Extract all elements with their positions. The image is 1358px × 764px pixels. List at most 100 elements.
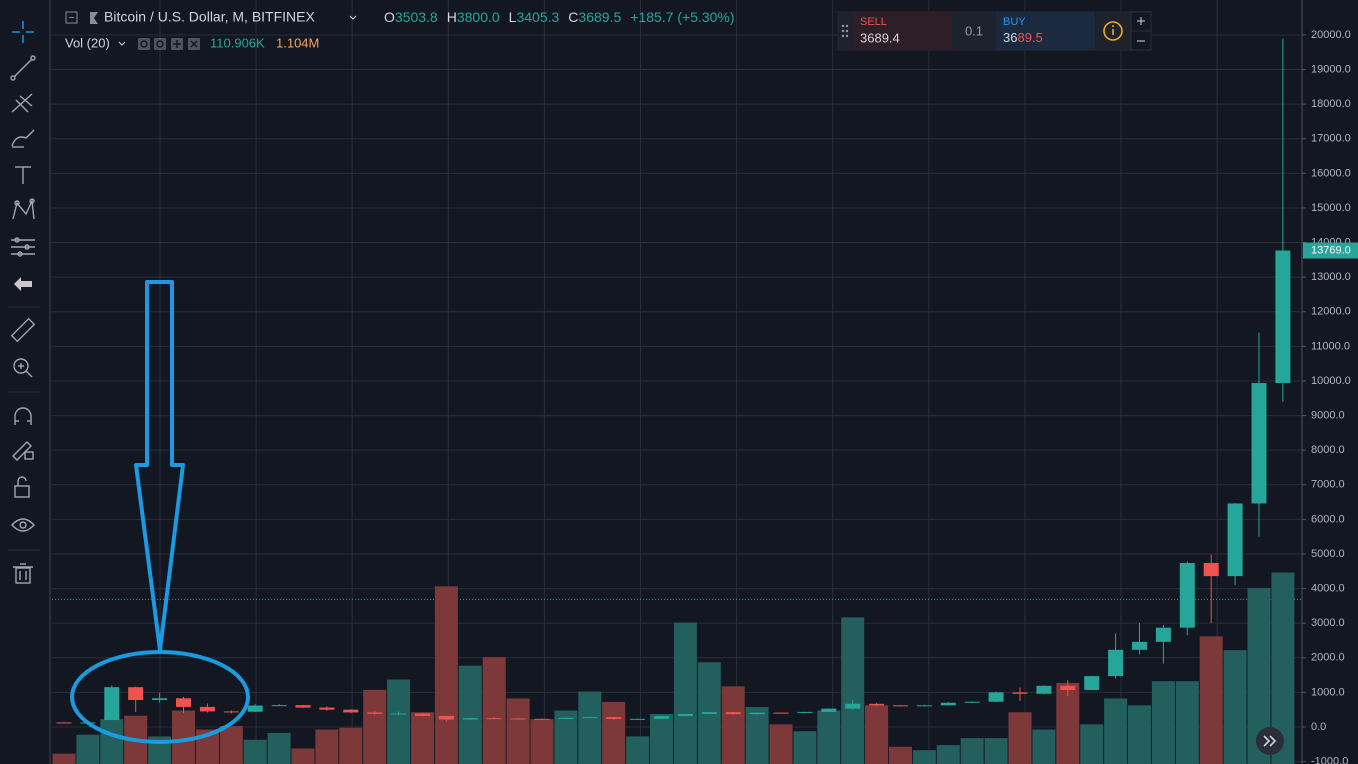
lock-drawing-tool[interactable]: [12, 441, 34, 461]
volume-ma: 1.104M: [276, 35, 319, 50]
candle-body: [1179, 562, 1195, 628]
volume-bar: [721, 686, 745, 764]
sell-button[interactable]: [853, 12, 952, 50]
volume-bar: [52, 753, 76, 764]
candle-body: [176, 698, 191, 707]
volume-bar: [387, 679, 411, 764]
candle-body: [940, 702, 956, 706]
pattern-tool[interactable]: [12, 198, 35, 220]
candle-body: [462, 718, 478, 720]
volume-bar: [602, 701, 626, 764]
visibility-tool[interactable]: [11, 518, 35, 532]
y-tick-label: 12000.0: [1311, 306, 1351, 318]
volume-bar: [1008, 712, 1032, 764]
y-tick-label: 16000.0: [1311, 167, 1351, 179]
annotation-arrow: [134, 280, 185, 652]
candle-body: [343, 709, 359, 713]
volume-bar: [769, 724, 793, 764]
volume-bar: [363, 689, 387, 764]
candle-body: [701, 712, 717, 715]
candle-body: [56, 722, 72, 724]
volume-bar: [411, 712, 434, 764]
buy-label: BUY: [1003, 16, 1026, 28]
volume-bar: [1199, 636, 1223, 764]
hide-toolbar[interactable]: [14, 277, 32, 291]
last-price-tag: [1303, 242, 1358, 259]
candle-body: [654, 716, 669, 719]
candle-body: [1227, 503, 1243, 577]
y-tick-label: 10000.0: [1311, 375, 1351, 387]
toolbar: [0, 0, 51, 764]
candle-body: [1084, 676, 1100, 690]
volume-bar: [458, 665, 482, 764]
trend-line-tool[interactable]: [10, 55, 36, 81]
y-tick-label: 4000.0: [1311, 582, 1345, 594]
volume-title: Vol (20): [65, 35, 110, 50]
text-tool[interactable]: [15, 166, 31, 184]
candle-body: [582, 717, 598, 719]
volume-bar: [219, 726, 243, 764]
lock-tool[interactable]: [14, 476, 30, 498]
volume-bar: [172, 710, 195, 764]
crosshair-tool[interactable]: [12, 21, 34, 43]
candle-body: [964, 701, 980, 703]
candle-body: [1108, 649, 1124, 677]
volume-bar: [554, 710, 578, 764]
symbol-title: Bitcoin / U.S. Dollar, M, BITFINEX: [104, 9, 315, 25]
candle-body: [845, 703, 861, 709]
candle-body: [916, 705, 932, 707]
drag-handle[interactable]: [841, 24, 849, 38]
sell-price: 3689.4: [860, 30, 900, 45]
legend: Bitcoin / U.S. Dollar, M, BITFINEX O3503…: [65, 9, 735, 51]
volume-bar: [1080, 724, 1104, 764]
y-tick-label: -1000.0: [1311, 755, 1348, 764]
zoom-tool[interactable]: [13, 358, 33, 378]
ohlc-value: 3503.8: [395, 9, 438, 25]
candle-body: [893, 705, 908, 707]
brush-tool[interactable]: [11, 129, 35, 148]
volume-menu[interactable]: [118, 41, 126, 46]
fib-tool[interactable]: [11, 93, 33, 113]
symbol-menu[interactable]: [349, 15, 357, 20]
buy-price-suffix: 89.5: [1017, 30, 1042, 45]
y-tick-label: 18000.0: [1311, 98, 1351, 110]
candle-body: [1203, 562, 1219, 577]
remove-tool[interactable]: [13, 563, 33, 584]
volume-bar: [1128, 705, 1151, 764]
quantity[interactable]: 0.1: [965, 23, 983, 38]
volume-bar: [100, 719, 124, 764]
buy-button[interactable]: [996, 12, 1095, 50]
candle-body: [199, 706, 215, 712]
ohlc-value: 3405.3: [516, 9, 559, 25]
volume-bar: [1175, 681, 1199, 764]
candle-body: [821, 708, 837, 712]
candle-body: [773, 712, 789, 714]
candle-body: [677, 714, 693, 717]
candle-body: [223, 711, 239, 713]
candle-body: [104, 687, 120, 721]
volume-bar: [578, 691, 602, 764]
candle-body: [1060, 685, 1076, 690]
volume-bar: [1032, 729, 1056, 764]
volume-value: 110.906K: [210, 35, 265, 50]
volume-bar: [650, 713, 673, 764]
volume-bar: [315, 729, 339, 764]
sell-label: SELL: [860, 16, 887, 28]
magnet-tool[interactable]: [14, 407, 32, 425]
y-tick-label: 1000.0: [1311, 686, 1345, 698]
candle-body: [510, 718, 526, 720]
candle-body: [1251, 383, 1267, 504]
candles: [56, 38, 1291, 724]
candle-body: [749, 712, 765, 715]
collapse-button[interactable]: [65, 11, 78, 24]
change: +185.7 (+5.30%): [630, 9, 734, 25]
volume-bar: [889, 746, 912, 764]
prediction-tool[interactable]: [11, 237, 35, 257]
info-button[interactable]: [1103, 21, 1123, 41]
y-tick-label: 13000.0: [1311, 271, 1351, 283]
candle-body: [152, 698, 168, 700]
volume-bar: [1151, 681, 1175, 764]
ruler-tool[interactable]: [10, 317, 36, 343]
